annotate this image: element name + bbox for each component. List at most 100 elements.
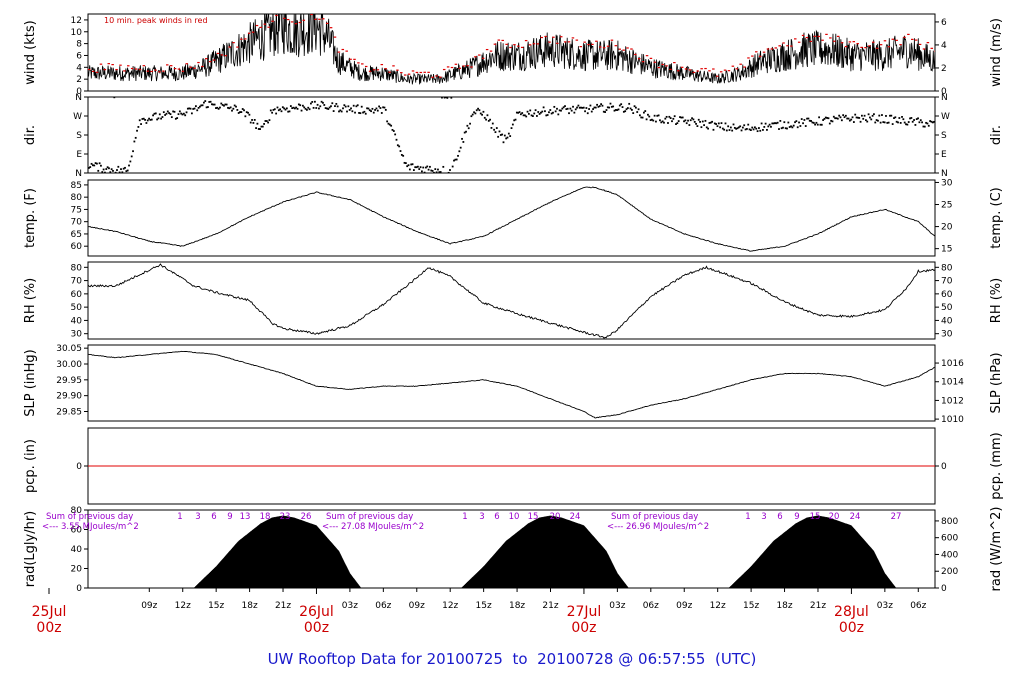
peak-wind-mark — [770, 48, 774, 50]
dir-point — [320, 100, 323, 103]
peak-wind-mark — [111, 64, 114, 66]
dir-point — [675, 123, 677, 126]
dir-point — [169, 113, 172, 116]
peak-wind-mark — [384, 68, 387, 70]
dir-point — [245, 111, 248, 114]
peak-wind-mark — [528, 44, 532, 46]
peak-wind-mark — [127, 65, 130, 67]
peak-wind-mark — [228, 46, 231, 48]
ylabel-right: dir. — [989, 125, 1004, 145]
peak-wind-mark — [747, 57, 750, 59]
dir-point — [346, 110, 348, 113]
dir-point — [264, 120, 267, 122]
dir-point — [630, 108, 633, 111]
dir-point — [322, 101, 324, 104]
peak-wind-mark — [520, 46, 524, 49]
peak-wind-mark — [524, 39, 528, 42]
peak-wind-mark — [875, 47, 879, 49]
peak-wind-mark — [696, 70, 700, 72]
dir-point — [408, 168, 411, 171]
left-tick-label: N — [75, 93, 82, 103]
dir-point — [902, 118, 905, 121]
peak-wind-mark — [481, 57, 485, 59]
dir-point — [176, 117, 179, 119]
dir-point — [434, 168, 437, 171]
rh-series-line — [88, 263, 935, 339]
left-tick-label: 2 — [76, 75, 82, 85]
dir-point — [644, 110, 647, 112]
dir-point — [383, 106, 386, 109]
dir-point — [315, 107, 318, 109]
plot-area — [88, 515, 935, 588]
peak-wind-mark — [493, 43, 497, 45]
dir-point — [621, 106, 624, 108]
dir-point — [848, 119, 851, 122]
dir-point — [831, 120, 834, 123]
peak-wind-mark — [587, 43, 590, 46]
dir-point — [505, 137, 508, 140]
panel-temp: 60 65 70 75 80 85 15 20 25 30 temp. (F) temp. (C) — [23, 178, 1004, 257]
dir-point — [665, 115, 668, 118]
peak-wind-mark — [751, 55, 754, 57]
dir-point — [248, 113, 251, 116]
peak-wind-mark — [212, 59, 216, 61]
dir-point — [513, 119, 516, 122]
dir-point — [796, 126, 799, 129]
dir-point — [100, 164, 102, 167]
peak-wind-mark — [368, 70, 372, 72]
dir-point — [319, 105, 322, 108]
dir-point — [98, 162, 101, 165]
dir-point — [804, 125, 807, 127]
peak-wind-mark — [790, 45, 793, 47]
dir-point — [129, 160, 132, 163]
ylabel-right: RH (%) — [989, 278, 1004, 323]
peak-wind-mark — [758, 55, 762, 57]
dir-point — [305, 108, 308, 111]
dir-point — [525, 115, 528, 118]
dir-point — [735, 127, 738, 130]
dir-point — [669, 117, 672, 120]
dir-point — [479, 112, 482, 115]
dir-point — [304, 107, 307, 110]
peak-wind-mark — [891, 38, 895, 40]
dir-point — [145, 122, 148, 124]
dir-point — [839, 116, 842, 119]
peak-wind-mark — [322, 18, 325, 20]
dir-point — [379, 107, 382, 109]
plot-area — [88, 97, 935, 173]
dir-point — [727, 125, 730, 128]
dir-point — [708, 122, 711, 124]
dir-point — [126, 169, 129, 172]
x-hour-label: 18z — [776, 601, 792, 611]
dir-point — [745, 128, 748, 130]
dir-point — [610, 105, 613, 108]
dir-point — [772, 122, 775, 125]
dir-point — [544, 110, 546, 113]
dir-point — [244, 115, 247, 118]
dir-point — [370, 110, 372, 113]
dir-point — [589, 104, 592, 107]
dir-point — [729, 126, 732, 129]
dir-point — [523, 114, 526, 117]
peak-wind-mark — [415, 71, 419, 74]
peak-wind-mark — [450, 66, 454, 69]
peak-wind-mark — [400, 72, 403, 74]
peak-wind-mark — [649, 57, 653, 59]
dir-point — [923, 125, 926, 128]
dir-point — [188, 107, 191, 110]
dir-point — [897, 121, 899, 124]
dir-point — [858, 117, 861, 119]
dir-point — [446, 97, 449, 99]
peak-wind-mark — [333, 36, 337, 38]
peak-wind-mark — [134, 68, 138, 70]
dir-point — [514, 118, 517, 121]
dir-point — [276, 106, 279, 109]
dir-point — [146, 119, 149, 122]
dir-point — [752, 128, 755, 131]
peak-wind-mark — [130, 67, 134, 70]
peak-wind-mark — [517, 45, 520, 47]
left-tick-label: 0 — [76, 584, 82, 594]
dir-point — [895, 120, 898, 123]
left-tick-label: 30.00 — [56, 360, 82, 370]
dir-point — [918, 121, 921, 124]
